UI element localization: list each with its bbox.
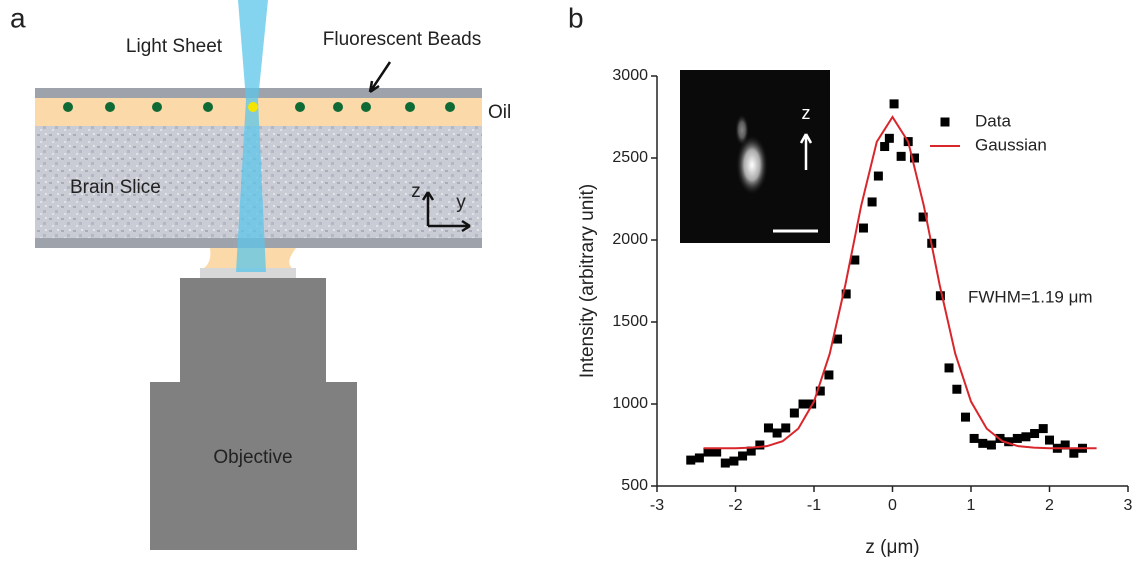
panel-label: a	[10, 2, 26, 33]
data-point	[896, 151, 906, 161]
objective-lens	[200, 268, 296, 278]
panel-label: b	[568, 2, 584, 33]
data-point	[815, 386, 825, 396]
data-point	[918, 212, 928, 222]
inset-arrow	[799, 133, 813, 170]
y-tick-label: 3000	[612, 67, 648, 84]
data-point	[746, 446, 756, 456]
data-point	[935, 291, 945, 301]
data-point	[694, 453, 704, 463]
annotation: FWHM=1.19 μm	[968, 287, 1093, 306]
data-point	[986, 440, 996, 450]
data-point	[873, 171, 883, 181]
inset-spot-tail	[735, 114, 749, 146]
data-point	[772, 428, 782, 438]
legend-marker	[940, 117, 950, 127]
axis-y-label: y	[456, 192, 466, 213]
data-point	[1038, 424, 1048, 434]
data-point	[1021, 432, 1031, 442]
data-point	[703, 447, 713, 457]
bead-arrow	[368, 61, 392, 94]
data-point	[1030, 429, 1040, 439]
data-point	[978, 438, 988, 448]
data-point	[798, 399, 808, 409]
data-point	[729, 456, 739, 466]
x-tick-label: 3	[1124, 497, 1133, 514]
data-point	[889, 99, 899, 109]
y-tick-label: 2500	[612, 149, 648, 166]
data-point	[850, 255, 860, 265]
y-tick-label: 500	[621, 477, 648, 494]
data-point	[712, 447, 722, 457]
light-sheet	[236, 0, 268, 272]
data-point	[738, 451, 748, 461]
y-axis-title: Intensity (arbitrary unit)	[577, 184, 598, 378]
data-point	[781, 423, 791, 433]
panel-b: b z 500 1000 1500 2000 2500 3000 -3 -2 -1 0 1 2 3 z (…	[568, 2, 1133, 558]
lit-bead	[248, 102, 258, 112]
data-point	[909, 153, 919, 163]
oil-label: Oil	[488, 102, 511, 123]
brain-slice-label: Brain Slice	[70, 177, 161, 198]
axis-z-label: z	[411, 181, 421, 202]
y-tick-label: 1000	[612, 395, 648, 412]
data-point	[961, 412, 971, 422]
data-point	[884, 133, 894, 143]
objective-top	[180, 278, 326, 382]
data-point	[1069, 448, 1079, 458]
fit-line	[704, 115, 1097, 450]
x-tick-label: -2	[728, 497, 742, 514]
x-tick-label: 2	[1045, 497, 1054, 514]
data-point	[755, 440, 765, 450]
data-point	[944, 363, 954, 373]
data-point	[880, 142, 890, 152]
data-point	[789, 408, 799, 418]
objective-label: Objective	[213, 447, 292, 468]
data-point	[841, 289, 851, 299]
data-point	[720, 458, 730, 468]
data-point	[867, 197, 877, 207]
y-tick-label: 1500	[612, 313, 648, 330]
x-tick-label: -1	[807, 497, 821, 514]
data-point	[1045, 435, 1054, 445]
data-point	[1012, 433, 1022, 443]
objective-body	[150, 382, 357, 550]
light-sheet-label: Light Sheet	[126, 36, 223, 57]
data-point	[833, 334, 843, 344]
data-point	[686, 455, 696, 465]
x-tick-label: -3	[650, 497, 664, 514]
inset-spot	[736, 135, 768, 195]
data-point	[858, 223, 868, 233]
inset-z-label: z	[802, 103, 811, 123]
legend-label: Data	[975, 111, 1011, 130]
beads-label: Fluorescent Beads	[323, 29, 481, 50]
panel-a: a Light Sheet Fluorescent Beads Oil Brai…	[10, 0, 511, 550]
data-point	[1004, 437, 1014, 447]
axes-arrows	[421, 191, 471, 233]
beads	[63, 102, 455, 112]
data-point	[952, 384, 962, 394]
data-point	[824, 370, 834, 380]
data-point	[763, 423, 773, 433]
data-point	[969, 433, 979, 443]
x-tick-label: 0	[888, 497, 897, 514]
data-point	[1060, 440, 1070, 450]
x-axis-title: z (μm)	[865, 537, 919, 558]
legend-label: Gaussian	[975, 135, 1047, 154]
x-tick-label: 1	[967, 497, 976, 514]
y-tick-label: 2000	[612, 231, 648, 248]
